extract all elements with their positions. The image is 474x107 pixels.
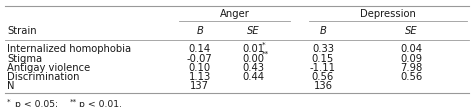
Text: **: **: [70, 99, 77, 105]
Text: SE: SE: [247, 26, 260, 36]
Text: p < 0.05;: p < 0.05;: [16, 100, 64, 107]
Text: 7.98: 7.98: [400, 63, 422, 73]
Text: Depression: Depression: [360, 9, 416, 19]
Text: 0.56: 0.56: [400, 72, 422, 82]
Text: 0.33: 0.33: [312, 44, 334, 54]
Text: 137: 137: [191, 81, 210, 91]
Text: SE: SE: [405, 26, 418, 36]
Text: *: *: [7, 99, 11, 105]
Text: N: N: [7, 81, 15, 91]
Text: -0.07: -0.07: [187, 54, 213, 64]
Text: 0.04: 0.04: [400, 44, 422, 54]
Text: 1.13: 1.13: [189, 72, 211, 82]
Text: Internalized homophobia: Internalized homophobia: [7, 44, 131, 54]
Text: 136: 136: [313, 81, 332, 91]
Text: *: *: [262, 42, 265, 48]
Text: -1.11: -1.11: [310, 63, 336, 73]
Text: Antigay violence: Antigay violence: [7, 63, 91, 73]
Text: 0.09: 0.09: [400, 54, 422, 64]
Text: 0.14: 0.14: [189, 44, 211, 54]
Text: 0.01: 0.01: [242, 44, 264, 54]
Text: 0.56: 0.56: [312, 72, 334, 82]
Text: Strain: Strain: [7, 26, 36, 36]
Text: 0.43: 0.43: [242, 63, 264, 73]
Text: B: B: [319, 26, 327, 36]
Text: 0.44: 0.44: [242, 72, 264, 82]
Text: 0.15: 0.15: [312, 54, 334, 64]
Text: **: **: [262, 51, 269, 57]
Text: p < 0.01.: p < 0.01.: [79, 100, 122, 107]
Text: B: B: [196, 26, 203, 36]
Text: 0.10: 0.10: [189, 63, 211, 73]
Text: Discrimination: Discrimination: [7, 72, 80, 82]
Text: 0.00: 0.00: [242, 54, 264, 64]
Text: Stigma: Stigma: [7, 54, 42, 64]
Text: Anger: Anger: [220, 9, 250, 19]
